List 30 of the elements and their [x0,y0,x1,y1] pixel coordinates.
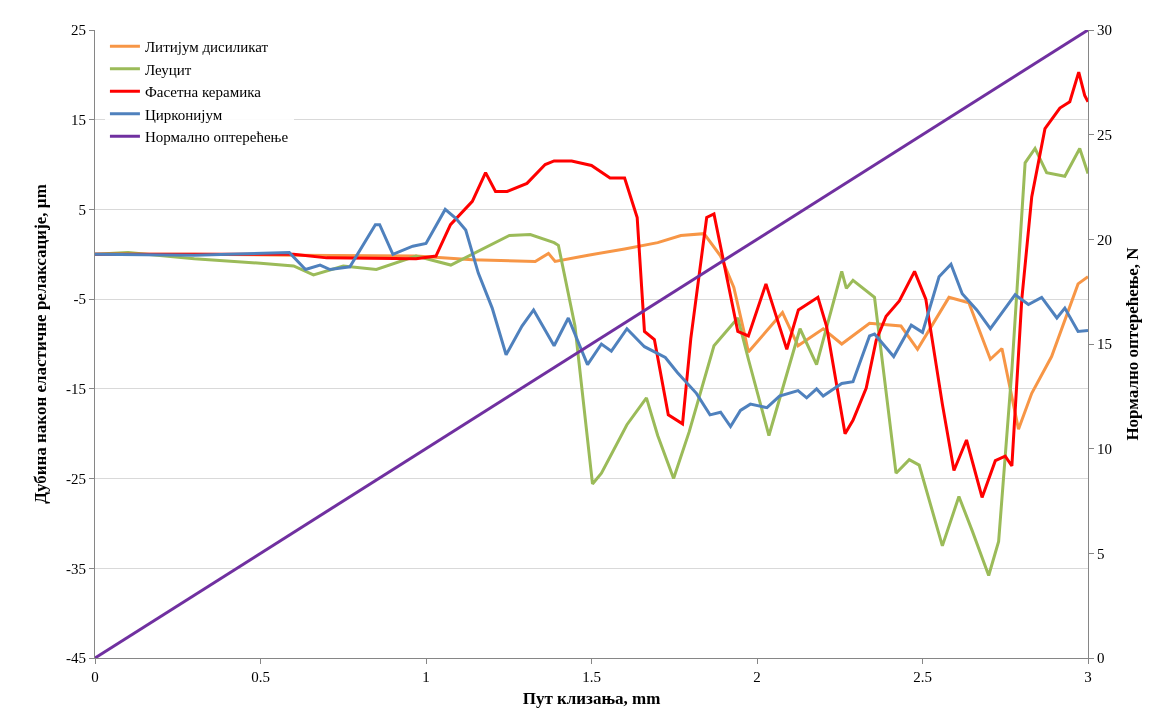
legend-label: Литијум дисиликат [144,39,269,56]
x-tick-label: 3 [1084,669,1092,685]
y-tick-label: 5 [78,201,86,218]
y2-tick-label: 15 [1097,336,1112,353]
y-tick-label: -25 [66,470,86,487]
x-tick-label: 2.5 [913,669,932,685]
y-axis-title: Дубина након еластичне релаксације, µm [30,184,50,504]
x-axis-title: Пут клизања, mm [522,689,661,709]
y-tick-label: -5 [73,291,86,308]
legend-label: Нормално оптерећење [144,129,289,146]
y-tick-label: 25 [71,22,86,39]
y2-tick-label: 30 [1097,22,1112,39]
legend-label: Цирконијум [144,106,223,123]
legend-label: Фасетна керамика [144,84,262,101]
x-tick-label: 1.5 [582,669,601,685]
x-tick-label: 2 [753,669,761,685]
y2-tick-label: 5 [1097,545,1105,562]
y2-tick-label: 0 [1097,650,1105,667]
y-tick-label: 15 [71,111,86,128]
y2-tick-label: 25 [1097,126,1112,143]
x-tick-label: 0 [91,669,99,685]
y-tick-label: -15 [66,381,86,398]
legend-label: Леуцит [144,61,192,78]
x-tick-label: 0.5 [251,669,270,685]
x-tick-label: 1 [422,669,430,685]
y-tick-label: -35 [66,560,86,577]
y2-tick-label: 20 [1097,231,1112,248]
y-tick-label: -45 [66,650,86,667]
y2-axis-title: Нормално оптерећење, N [1123,246,1143,441]
y2-tick-label: 10 [1097,440,1112,457]
